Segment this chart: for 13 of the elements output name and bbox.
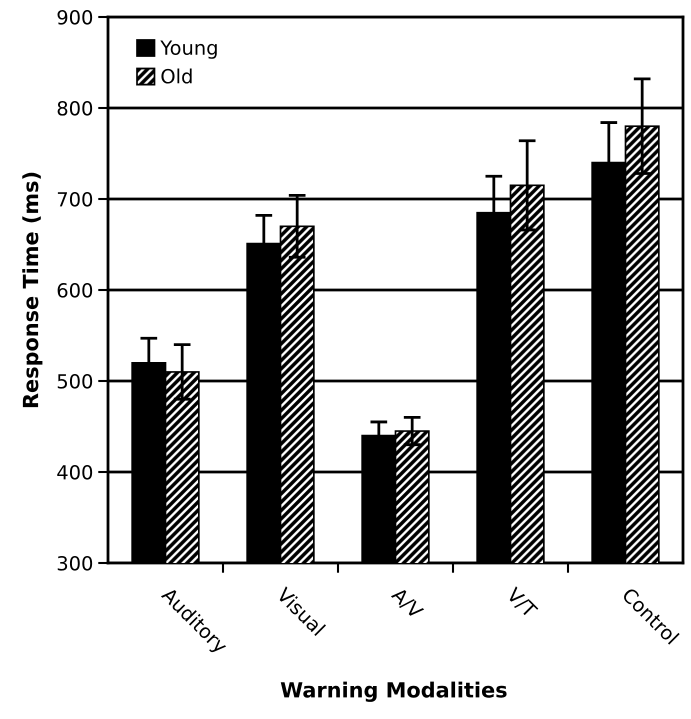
legend-label: Young	[160, 40, 217, 59]
y-axis-title: Response Time (ms)	[22, 172, 42, 408]
y-tick-label: 500	[58, 374, 92, 389]
y-tick-label: 600	[58, 282, 92, 298]
x-tick-label: A/V	[390, 586, 424, 621]
x-axis-title: Warning Modalities	[280, 682, 507, 702]
y-tick-label: 800	[58, 100, 92, 116]
y-tick-label: 900	[58, 10, 92, 25]
y-tick-label: 700	[58, 192, 92, 207]
x-tick-label: V/T	[504, 586, 538, 620]
y-tick-label: 400	[57, 464, 92, 480]
y-tick-label: 300	[58, 556, 92, 571]
legend-label: Old	[161, 68, 192, 84]
